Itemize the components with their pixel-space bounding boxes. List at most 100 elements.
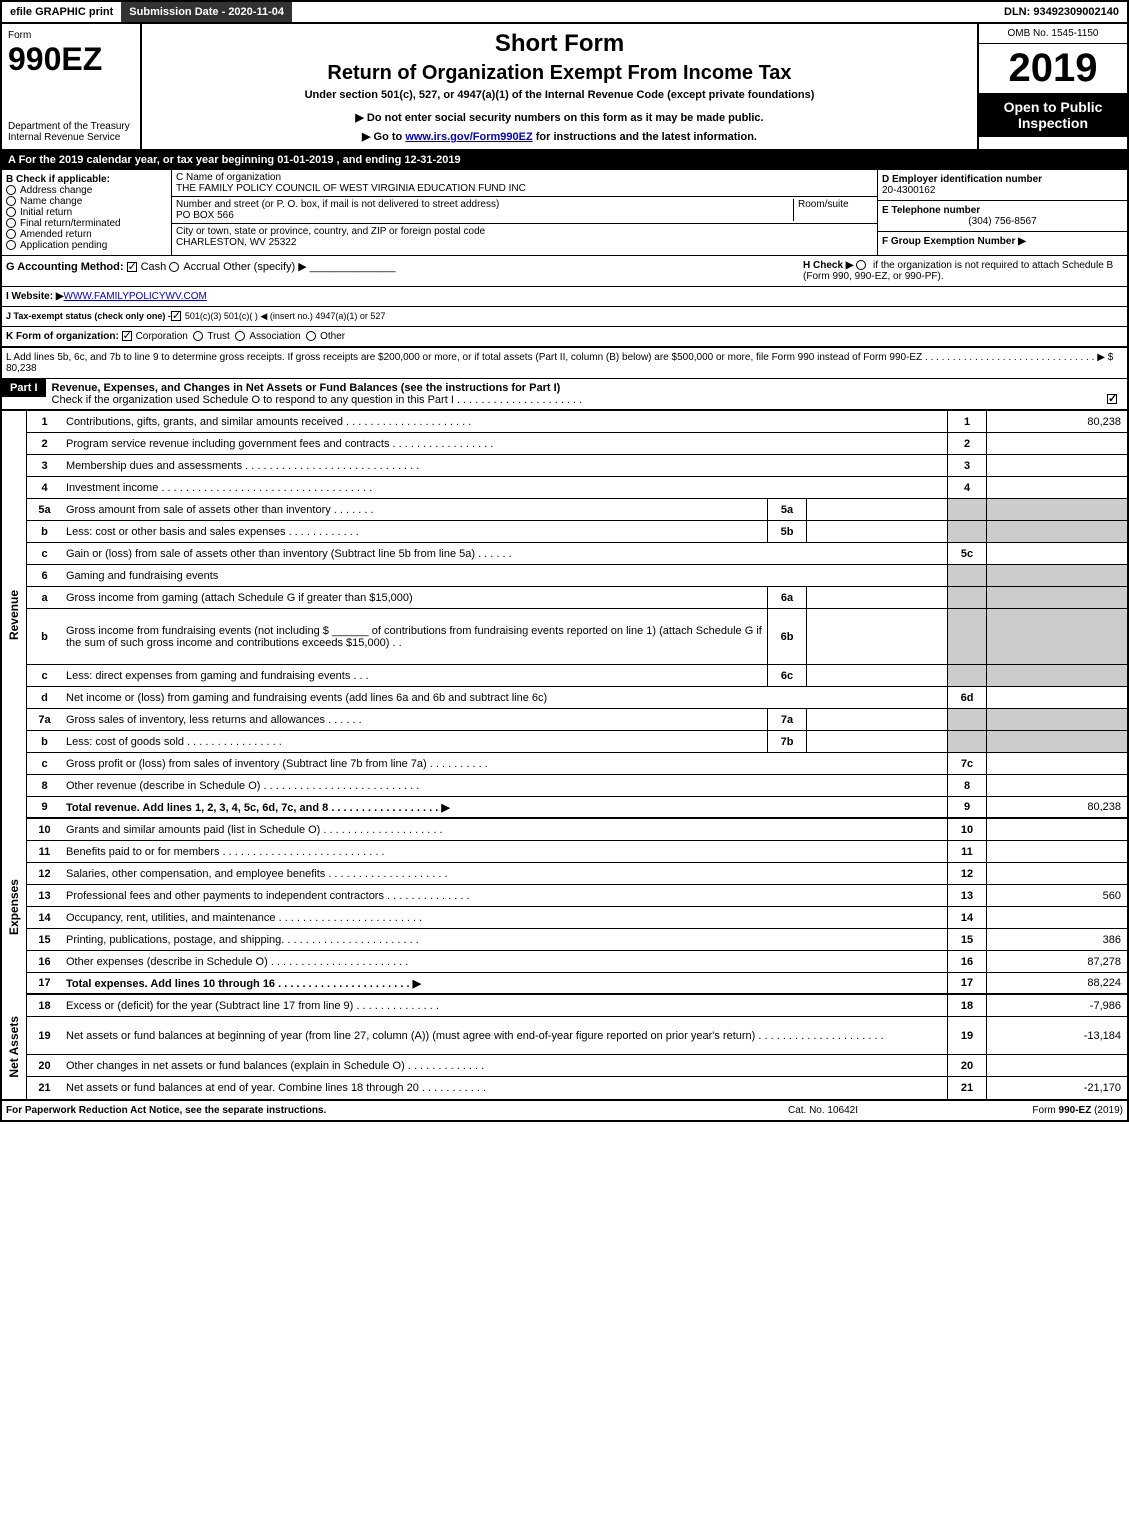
num-5b: b <box>27 526 62 538</box>
opt-final-return: Final return/terminated <box>20 218 121 229</box>
line-13: 13Professional fees and other payments t… <box>27 885 1127 907</box>
num-4: 4 <box>27 482 62 494</box>
rnum-10: 10 <box>947 819 987 840</box>
line-6b: bGross income from fundraising events (n… <box>27 609 1127 665</box>
part-i-title-text: Revenue, Expenses, and Changes in Net As… <box>52 382 561 394</box>
chk-initial-return[interactable] <box>6 207 16 217</box>
rnum-3: 3 <box>947 455 987 476</box>
chk-cash[interactable] <box>127 262 137 272</box>
line-9: 9Total revenue. Add lines 1, 2, 3, 4, 5c… <box>27 797 1127 819</box>
num-1: 1 <box>27 416 62 428</box>
rval-9: 80,238 <box>987 797 1127 817</box>
c-label: C Name of organization <box>176 172 873 183</box>
line-6: 6Gaming and fundraising events <box>27 565 1127 587</box>
chk-schedule-b[interactable] <box>856 260 866 270</box>
num-19: 19 <box>27 1030 62 1042</box>
rnum-6d: 6d <box>947 687 987 708</box>
chk-schedule-o[interactable] <box>1107 394 1117 404</box>
d-label: D Employer identification number <box>882 174 1123 185</box>
chk-association[interactable] <box>235 331 245 341</box>
line-6c: cLess: direct expenses from gaming and f… <box>27 665 1127 687</box>
chk-corporation[interactable] <box>122 331 132 341</box>
rnum-6c-shade <box>947 665 987 686</box>
form-footer: For Paperwork Reduction Act Notice, see … <box>0 1101 1129 1122</box>
line-5b: bLess: cost or other basis and sales exp… <box>27 521 1127 543</box>
form-header: Form 990EZ Department of the Treasury In… <box>0 24 1129 151</box>
chk-501c3[interactable] <box>171 311 181 321</box>
line-7c: cGross profit or (loss) from sales of in… <box>27 753 1127 775</box>
line-2: 2Program service revenue including gover… <box>27 433 1127 455</box>
subval-6c <box>807 665 947 686</box>
txt-5a: Gross amount from sale of assets other t… <box>62 502 767 518</box>
header-right: OMB No. 1545-1150 2019 Open to Public In… <box>977 24 1127 149</box>
rval-6-shade <box>987 565 1127 586</box>
j-label: J Tax-exempt status (check only one) - <box>6 311 171 322</box>
b-label: B Check if applicable: <box>6 174 167 185</box>
chk-amended-return[interactable] <box>6 229 16 239</box>
line-19: 19Net assets or fund balances at beginni… <box>27 1017 1127 1055</box>
rnum-13: 13 <box>947 885 987 906</box>
rnum-21: 21 <box>947 1077 987 1099</box>
txt-2: Program service revenue including govern… <box>62 436 947 452</box>
chk-address-change[interactable] <box>6 185 16 195</box>
website-link[interactable]: WWW.FAMILYPOLICYWV.COM <box>64 291 207 302</box>
part-i-header: Part I Revenue, Expenses, and Changes in… <box>0 379 1129 411</box>
city-label: City or town, state or province, country… <box>176 226 873 237</box>
goto-pre: ▶ Go to <box>362 131 405 143</box>
chk-application-pending[interactable] <box>6 240 16 250</box>
rval-6d <box>987 687 1127 708</box>
chk-accrual[interactable] <box>169 262 179 272</box>
subval-5b <box>807 521 947 542</box>
row-a-text: A For the 2019 calendar year, or tax yea… <box>8 154 461 166</box>
under-section: Under section 501(c), 527, or 4947(a)(1)… <box>148 89 971 101</box>
chk-trust[interactable] <box>193 331 203 341</box>
row-k-form-org: K Form of organization: Corporation Trus… <box>0 327 1129 348</box>
rnum-6b-shade <box>947 609 987 664</box>
txt-6c: Less: direct expenses from gaming and fu… <box>62 668 767 684</box>
chk-name-change[interactable] <box>6 196 16 206</box>
rnum-19: 19 <box>947 1017 987 1054</box>
num-21: 21 <box>27 1082 62 1094</box>
rval-12 <box>987 863 1127 884</box>
rval-3 <box>987 455 1127 476</box>
chk-final-return[interactable] <box>6 218 16 228</box>
txt-5b: Less: cost or other basis and sales expe… <box>62 524 767 540</box>
h-check: H Check ▶ if the organization is not req… <box>803 260 1123 282</box>
rval-11 <box>987 841 1127 862</box>
line-15: 15Printing, publications, postage, and s… <box>27 929 1127 951</box>
goto-post: for instructions and the latest informat… <box>533 131 757 143</box>
num-20: 20 <box>27 1060 62 1072</box>
rval-20 <box>987 1055 1127 1076</box>
opt-other: Other (specify) ▶ <box>223 261 307 273</box>
rval-4 <box>987 477 1127 498</box>
rnum-17: 17 <box>947 973 987 993</box>
efile-print-label[interactable]: efile GRAPHIC print <box>2 2 121 22</box>
expense-lines: 10Grants and similar amounts paid (list … <box>27 819 1127 995</box>
netasset-lines: 18Excess or (deficit) for the year (Subt… <box>27 995 1127 1099</box>
irs-link[interactable]: www.irs.gov/Form990EZ <box>405 131 532 143</box>
txt-16: Other expenses (describe in Schedule O) … <box>62 954 947 970</box>
rnum-12: 12 <box>947 863 987 884</box>
revenue-side-label: Revenue <box>2 411 27 819</box>
revenue-lines: 1Contributions, gifts, grants, and simil… <box>27 411 1127 819</box>
txt-1: Contributions, gifts, grants, and simila… <box>62 414 947 430</box>
street: PO BOX 566 <box>176 210 793 221</box>
col-def: D Employer identification number 20-4300… <box>877 170 1127 255</box>
l-text: L Add lines 5b, 6c, and 7b to line 9 to … <box>6 352 1123 374</box>
txt-7b: Less: cost of goods sold . . . . . . . .… <box>62 734 767 750</box>
subval-7a <box>807 709 947 730</box>
g-label: G Accounting Method: <box>6 261 124 273</box>
line-7b: bLess: cost of goods sold . . . . . . . … <box>27 731 1127 753</box>
netassets-label: Net Assets <box>7 1016 21 1078</box>
subval-7b <box>807 731 947 752</box>
dept-treasury: Department of the Treasury Internal Reve… <box>8 121 134 143</box>
rval-8 <box>987 775 1127 796</box>
omb-number: OMB No. 1545-1150 <box>979 24 1127 44</box>
num-18: 18 <box>27 1000 62 1012</box>
rval-5b-shade <box>987 521 1127 542</box>
rval-15: 386 <box>987 929 1127 950</box>
k-label: K Form of organization: <box>6 331 119 342</box>
line-5c: cGain or (loss) from sale of assets othe… <box>27 543 1127 565</box>
netassets-section: Net Assets 18Excess or (deficit) for the… <box>0 995 1129 1101</box>
chk-other-org[interactable] <box>306 331 316 341</box>
